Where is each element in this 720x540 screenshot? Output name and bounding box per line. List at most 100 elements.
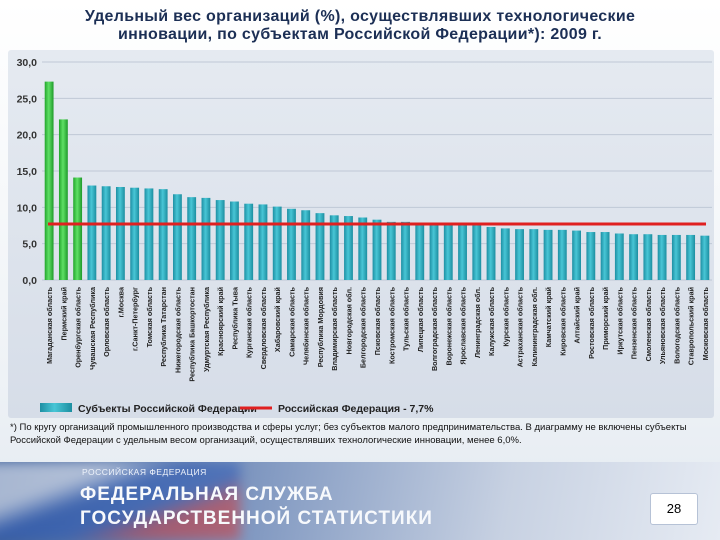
x-category-label: Самарская область [287, 286, 296, 356]
bar [130, 187, 140, 280]
x-category-label: Волгоградская область [430, 286, 439, 371]
y-tick-label: 0,0 [22, 275, 37, 287]
x-category-label: Владимирская область [330, 286, 339, 370]
bar [58, 119, 68, 280]
bar [386, 221, 396, 280]
bar [272, 206, 282, 280]
banner-country: РОССИЙСКАЯ ФЕДЕРАЦИЯ [82, 467, 207, 477]
bar [572, 230, 581, 280]
x-category-label: Алтайский край [573, 287, 582, 344]
bar [315, 213, 325, 280]
bar [258, 204, 268, 280]
bar [458, 224, 467, 280]
y-tick-label: 20,0 [17, 130, 38, 142]
x-category-label: Приморский край [601, 287, 610, 350]
x-category-label: Костромская область [387, 286, 396, 364]
x-category-label: Смоленская область [644, 286, 653, 361]
bar [586, 232, 596, 280]
bar [215, 200, 225, 280]
bar [543, 229, 553, 280]
rosstat-banner: РОССИЙСКАЯ ФЕДЕРАЦИЯ ФЕДЕРАЛЬНАЯ СЛУЖБА … [0, 462, 720, 540]
x-category-label: Московская область [701, 286, 710, 360]
x-category-label: Свердловская область [259, 286, 268, 369]
legend-swatch-bars [40, 403, 72, 412]
x-category-label: Калининградская обл. [530, 287, 539, 366]
y-tick-label: 15,0 [17, 166, 38, 178]
bar [700, 235, 710, 280]
x-category-label: Ульяновская область [658, 286, 667, 364]
x-category-label: Орловская область [102, 286, 111, 356]
x-category-label: г.Москва [116, 286, 125, 317]
x-category-label: Нижегородская область [173, 286, 182, 373]
x-category-label: Калужская область [487, 286, 496, 356]
bar [629, 234, 639, 280]
bar [201, 197, 211, 280]
x-category-label: Липецкая область [416, 286, 425, 352]
banner-org-line1: ФЕДЕРАЛЬНАЯ СЛУЖБА [80, 484, 334, 505]
bar [415, 222, 425, 280]
bar [244, 203, 254, 280]
x-category-label: Ленинградская обл. [473, 287, 482, 358]
bar [173, 194, 182, 280]
x-category-label: г.Санкт-Петербург [131, 287, 140, 351]
bar [401, 221, 410, 280]
banner-org-line2: ГОСУДАРСТВЕННОЙ СТАТИСТИКИ [80, 508, 433, 529]
bar [529, 229, 539, 280]
x-category-label: Астраханская область [516, 286, 525, 367]
x-category-label: Ставропольский край [687, 287, 696, 365]
bar [115, 186, 125, 280]
bar [600, 232, 610, 280]
flag-graphic [0, 462, 240, 540]
bar-chart: 0,0 5,0 10,0 15,0 20,0 25,0 30,0 Магаданская о… [17, 57, 712, 415]
x-category-label: Пензенская область [630, 286, 639, 359]
bar [158, 189, 168, 280]
x-category-label: Республика Башкортостан [188, 287, 197, 382]
x-category-label: Магаданская область [45, 286, 54, 363]
y-tick-label: 30,0 [17, 57, 38, 69]
bar [101, 186, 111, 280]
x-category-label: Ростовская область [587, 286, 596, 358]
bar [73, 177, 83, 280]
x-category-label: Томская область [145, 286, 154, 347]
bar [301, 210, 311, 280]
x-category-label: Тульская область [402, 286, 411, 351]
bar [329, 215, 339, 280]
y-tick-label: 10,0 [17, 202, 38, 214]
x-category-label: Красноярский край [216, 287, 225, 356]
x-category-label: Республика Татарстан [159, 287, 168, 367]
x-category-label: Новгородская обл. [344, 287, 353, 354]
bar [686, 234, 696, 280]
bar [486, 226, 496, 280]
bar [557, 229, 567, 280]
bar [87, 185, 97, 280]
bar [372, 219, 382, 280]
x-category-label: Псковская область [373, 286, 382, 355]
bar [671, 234, 681, 280]
bar [429, 224, 439, 280]
x-category-label: Белгородская область [359, 286, 368, 368]
bar [230, 201, 239, 280]
x-category-label: Республика Тыва [230, 286, 239, 349]
x-category-label: Кировская область [558, 286, 567, 355]
bar [472, 225, 482, 280]
x-category-label: Пермский край [59, 287, 68, 341]
bar [500, 228, 510, 280]
x-category-label: Воронежская область [444, 286, 453, 365]
x-category-label: Камчатский край [544, 287, 553, 347]
bar [515, 229, 524, 280]
bar [657, 234, 667, 280]
x-category-label: Челябинская область [302, 286, 311, 365]
x-category-label: Ярославская область [459, 286, 468, 364]
y-tick-label: 5,0 [22, 239, 37, 251]
page-number: 28 [650, 493, 698, 525]
chart-title: Удельный вес организаций (%), осуществля… [84, 8, 636, 43]
legend-label-bars: Субъекты Российской Федерации [78, 403, 257, 415]
bar [344, 216, 353, 280]
x-category-label: Республика Мордовия [316, 287, 325, 367]
bar [643, 234, 653, 280]
bar [358, 217, 368, 280]
bar [287, 208, 296, 280]
x-category-label: Иркутская область [615, 286, 624, 354]
bar [187, 197, 197, 280]
x-category-label: Удмуртская Республика [202, 286, 211, 372]
